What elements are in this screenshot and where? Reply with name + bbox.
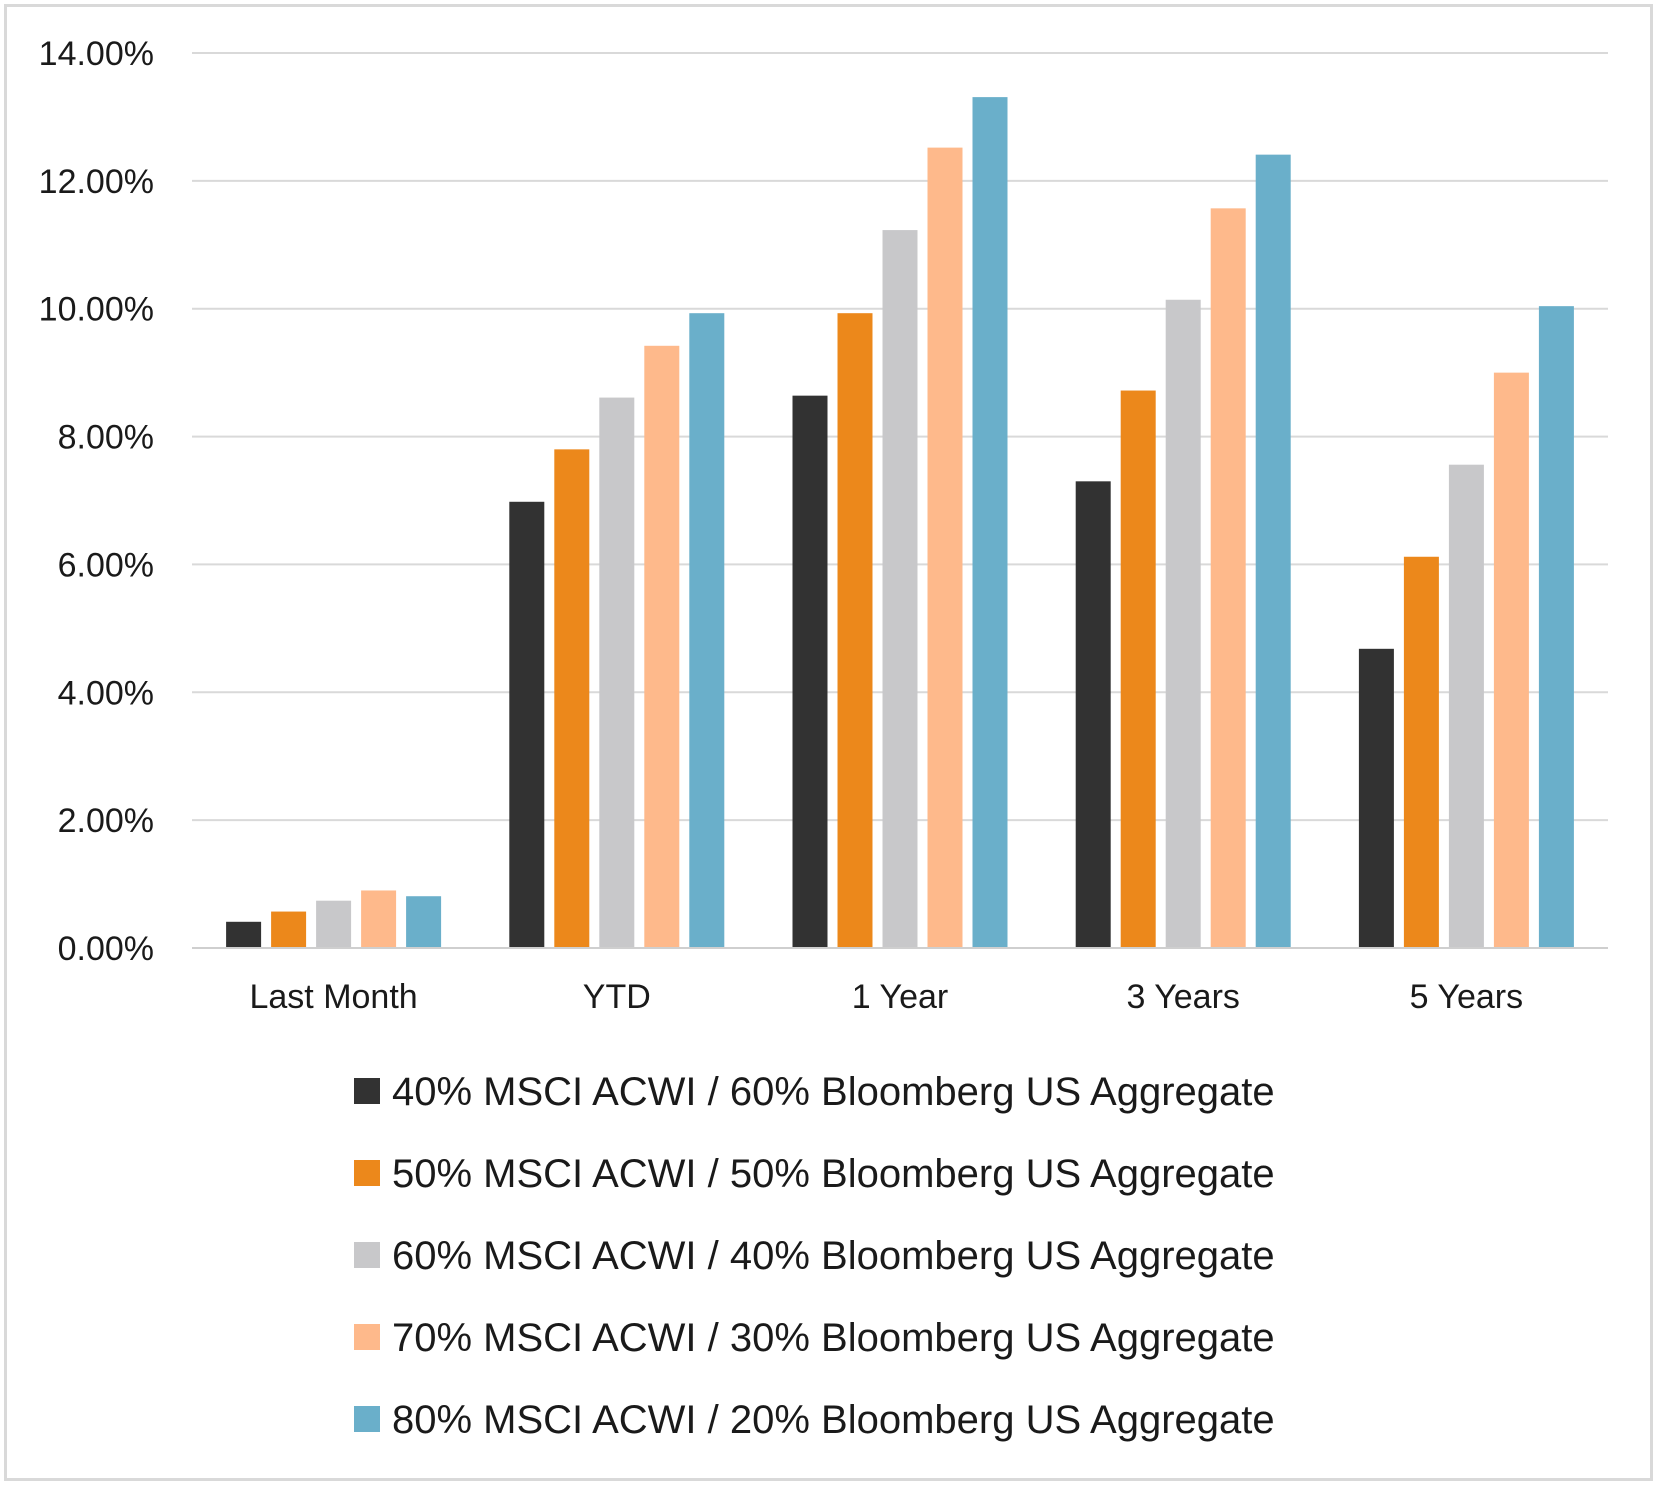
bar xyxy=(837,313,873,948)
y-tick-label: 6.00% xyxy=(58,546,154,584)
x-tick-label: Last Month xyxy=(249,978,417,1016)
bar xyxy=(361,890,397,948)
y-tick-label: 4.00% xyxy=(58,674,154,712)
x-axis-tick-labels: Last Month YTD 1 Year 3 Years 5 Years xyxy=(249,978,1523,1016)
bar xyxy=(792,395,828,949)
x-tick-label: 5 Years xyxy=(1410,978,1523,1016)
legend-label: 60% MSCI ACWI / 40% Bloomberg US Aggrega… xyxy=(392,1234,1275,1278)
bar xyxy=(599,397,635,948)
y-tick-label: 10.00% xyxy=(39,291,154,329)
legend-swatch xyxy=(354,1242,380,1268)
bar xyxy=(271,911,307,948)
bar xyxy=(1538,306,1574,949)
legend-label: 80% MSCI ACWI / 20% Bloomberg US Aggrega… xyxy=(392,1398,1275,1442)
y-axis-tick-labels: 0.00% 2.00% 4.00% 6.00% 8.00% 10.00% 12.00% 14.… xyxy=(39,35,154,968)
bar xyxy=(1210,208,1246,948)
x-tick-label: 1 Year xyxy=(852,978,948,1016)
y-tick-label: 0.00% xyxy=(58,930,154,968)
legend-swatch xyxy=(354,1324,380,1350)
bar xyxy=(927,147,963,949)
x-tick-label: YTD xyxy=(583,978,651,1016)
legend-label: 70% MSCI ACWI / 30% Bloomberg US Aggrega… xyxy=(392,1316,1275,1360)
legend-swatch xyxy=(354,1406,380,1432)
x-tick-label: 3 Years xyxy=(1126,978,1239,1016)
bar xyxy=(1165,299,1201,948)
y-tick-label: 8.00% xyxy=(58,419,154,457)
y-tick-label: 12.00% xyxy=(39,163,154,201)
bar xyxy=(1120,390,1156,948)
bar xyxy=(226,921,262,948)
bar xyxy=(1075,481,1111,948)
bar xyxy=(972,97,1008,948)
bar xyxy=(554,449,590,948)
legend-swatch xyxy=(354,1160,380,1186)
bar xyxy=(882,230,918,948)
legend-swatch xyxy=(354,1078,380,1104)
legend: 40% MSCI ACWI / 60% Bloomberg US Aggrega… xyxy=(354,1070,1275,1442)
bar xyxy=(644,345,680,948)
bar xyxy=(1448,464,1484,948)
y-tick-label: 2.00% xyxy=(58,802,154,840)
bar xyxy=(1358,648,1394,948)
bar xyxy=(316,900,352,948)
legend-label: 40% MSCI ACWI / 60% Bloomberg US Aggrega… xyxy=(392,1070,1275,1114)
bar xyxy=(689,313,725,948)
bar xyxy=(509,501,545,948)
bars xyxy=(226,97,1574,949)
chart-frame xyxy=(4,4,1653,1481)
y-tick-label: 14.00% xyxy=(39,35,154,73)
bar xyxy=(1493,372,1529,949)
bar xyxy=(406,896,442,948)
legend-label: 50% MSCI ACWI / 50% Bloomberg US Aggrega… xyxy=(392,1152,1275,1196)
bar xyxy=(1403,556,1439,948)
bar xyxy=(1255,154,1291,948)
